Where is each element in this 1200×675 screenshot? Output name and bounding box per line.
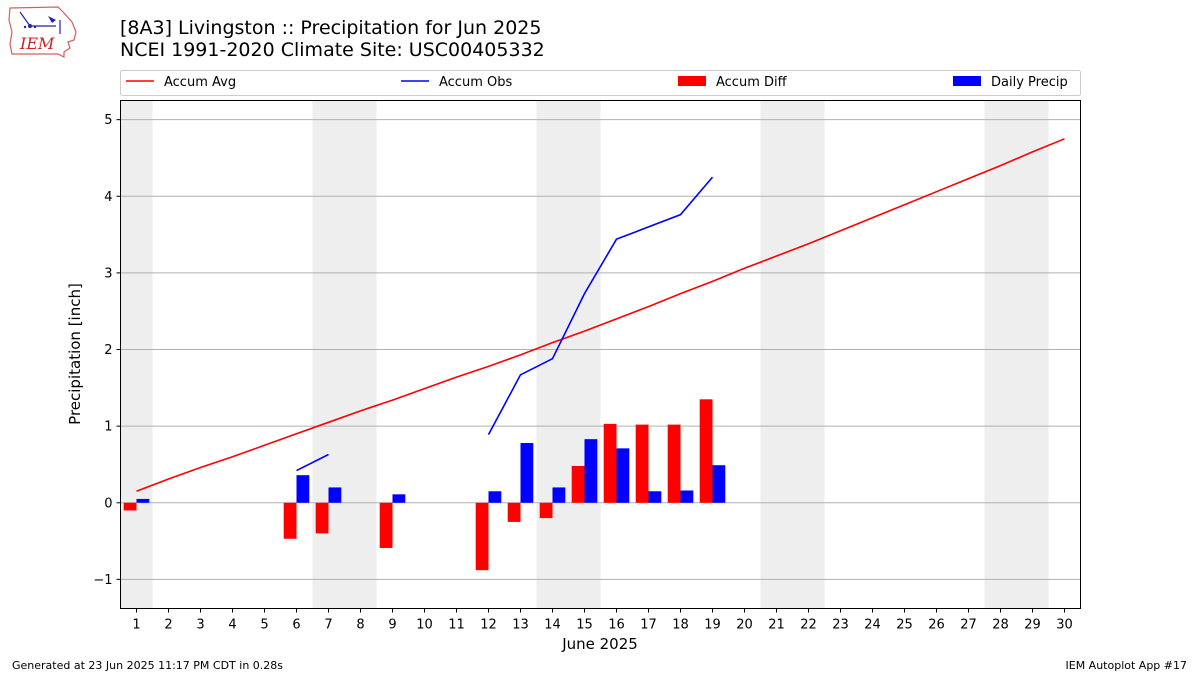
daily-precip-bar — [328, 487, 342, 503]
x-tick-label: 16 — [608, 618, 625, 633]
x-tick-label: 30 — [1056, 618, 1073, 633]
daily-precip-bar — [584, 439, 598, 503]
x-tick-label: 26 — [928, 618, 945, 633]
x-tick-label: 2 — [164, 618, 172, 633]
x-tick-label: 14 — [544, 618, 561, 633]
x-tick-label: 6 — [292, 618, 300, 633]
accum-obs-line — [296, 453, 329, 472]
daily-precip-bar — [488, 491, 502, 503]
x-tick-label: 24 — [864, 618, 881, 633]
accum-diff-bar — [123, 502, 137, 511]
chart-subtitle: NCEI 1991-2020 Climate Site: USC00405332 — [120, 39, 545, 61]
legend-accum-obs: Accum Obs — [401, 75, 512, 90]
generated-timestamp: Generated at 23 Jun 2025 11:17 PM CDT in… — [12, 659, 284, 672]
accum-diff-bar — [571, 465, 585, 503]
daily-precip-bar — [296, 475, 310, 503]
x-tick-label: 15 — [576, 618, 593, 633]
x-axis-label: June 2025 — [561, 635, 638, 653]
x-tick-label: 1 — [132, 618, 140, 633]
y-tick-label: 0 — [104, 496, 112, 511]
daily-precip-bar — [616, 448, 630, 503]
y-tick-label: 5 — [104, 113, 112, 128]
accum-diff-bar — [475, 502, 489, 571]
x-tick-label: 8 — [356, 618, 364, 633]
legend-swatch — [678, 76, 706, 86]
y-tick-label: 1 — [104, 420, 112, 435]
y-tick-label: 2 — [104, 343, 112, 358]
legend-label: Daily Precip — [991, 75, 1068, 90]
y-tick-label: 3 — [104, 266, 112, 281]
accum-avg-line — [136, 138, 1065, 493]
daily-precip-bar — [552, 487, 566, 503]
x-tick-label: 19 — [704, 618, 721, 633]
legend-swatch — [953, 76, 981, 86]
legend-daily-precip: Daily Precip — [953, 75, 1068, 90]
x-tick-label: 4 — [228, 618, 236, 633]
accum-diff-bar — [539, 502, 553, 519]
weekend-band — [984, 100, 1049, 609]
x-tick-label: 7 — [324, 618, 332, 633]
iem-logo: IEM — [8, 6, 77, 58]
legend-accum-diff: Accum Diff — [678, 75, 788, 90]
app-credit: IEM Autoplot App #17 — [1065, 659, 1188, 672]
daily-precip-bar — [136, 498, 150, 503]
x-tick-label: 23 — [832, 618, 849, 633]
logo-text: IEM — [19, 34, 55, 53]
chart-title: [8A3] Livingston :: Precipitation for Ju… — [120, 17, 542, 39]
x-tick-label: 5 — [260, 618, 268, 633]
x-tick-label: 22 — [800, 618, 817, 633]
legend-label: Accum Diff — [716, 75, 788, 90]
accum-diff-bar — [699, 399, 713, 503]
legend-accum-avg: Accum Avg — [126, 75, 236, 90]
x-tick-label: 13 — [512, 618, 529, 633]
x-tick-label: 3 — [196, 618, 204, 633]
x-tick-label: 11 — [448, 618, 465, 633]
x-tick-label: 12 — [480, 618, 497, 633]
accum-diff-bar — [315, 502, 329, 534]
x-tick-label: 28 — [992, 618, 1009, 633]
legend-box — [120, 70, 1081, 96]
daily-precip-bar — [520, 442, 534, 503]
accum-diff-bar — [283, 502, 297, 539]
accum-diff-bar — [635, 424, 649, 503]
daily-precip-bar — [680, 490, 694, 503]
x-tick-label: 27 — [960, 618, 977, 633]
daily-precip-bar — [648, 491, 662, 503]
x-tick-label: 9 — [388, 618, 396, 633]
y-axis-label: Precipitation [inch] — [66, 283, 84, 425]
x-tick-label: 17 — [640, 618, 657, 633]
y-tick-label: −1 — [93, 573, 112, 588]
x-tick-label: 29 — [1024, 618, 1041, 633]
x-tick-label: 10 — [416, 618, 433, 633]
daily-precip-bar — [392, 494, 406, 503]
daily-precip-bar — [712, 465, 726, 503]
x-tick-label: 20 — [736, 618, 753, 633]
x-tick-label: 25 — [896, 618, 913, 633]
legend-label: Accum Avg — [164, 75, 236, 90]
accum-obs-line — [487, 176, 714, 435]
accum-diff-bar — [603, 423, 617, 503]
accum-diff-bar — [667, 424, 681, 503]
x-tick-label: 21 — [768, 618, 785, 633]
weekend-band — [120, 100, 153, 609]
weekend-band — [536, 100, 601, 609]
weekend-band — [760, 100, 825, 609]
accum-diff-bar — [379, 502, 393, 548]
legend-label: Accum Obs — [439, 75, 512, 90]
plot-frame — [120, 100, 1081, 609]
accum-diff-bar — [507, 502, 521, 522]
y-tick-label: 4 — [104, 190, 112, 205]
x-tick-label: 18 — [672, 618, 689, 633]
